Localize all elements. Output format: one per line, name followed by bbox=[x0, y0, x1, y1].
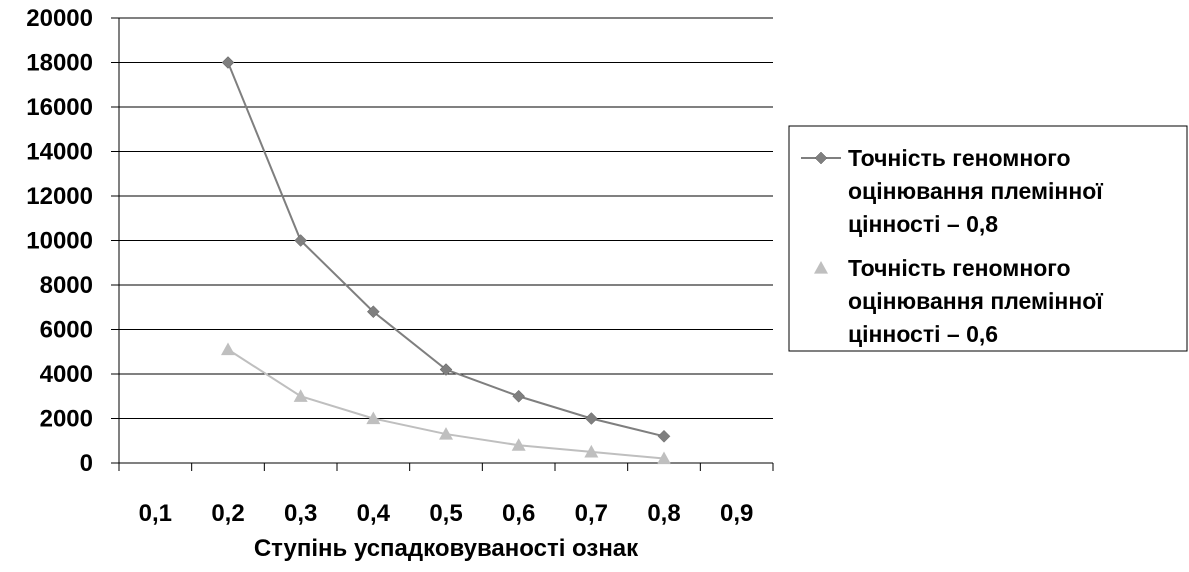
data-point bbox=[439, 427, 453, 440]
y-axis-tick-labels: 0 2000 4000 6000 8000 10000 12000 14000 16000 180… bbox=[26, 5, 93, 477]
y-tick-label: 20000 bbox=[26, 5, 93, 32]
x-tick-label: 0,6 bbox=[502, 500, 535, 527]
data-point bbox=[439, 363, 453, 376]
y-tick-label: 10000 bbox=[26, 228, 93, 255]
legend-label: цінності – 0,6 bbox=[848, 321, 998, 347]
y-tick-label: 4000 bbox=[40, 361, 93, 388]
series-group bbox=[221, 56, 671, 465]
data-point bbox=[294, 234, 308, 247]
data-point bbox=[657, 451, 671, 465]
legend-entry-1: Точність геномного оцінювання племінної ці… bbox=[801, 145, 1103, 237]
gridlines bbox=[119, 17, 773, 419]
x-tick-label: 0,3 bbox=[284, 500, 317, 527]
x-tick-label: 0,9 bbox=[720, 500, 753, 527]
y-tick-label: 0 bbox=[80, 450, 93, 477]
data-point bbox=[221, 56, 235, 69]
x-tick-label: 0,2 bbox=[211, 500, 244, 527]
legend-diamond-marker bbox=[814, 151, 828, 165]
series-line bbox=[227, 62, 665, 438]
data-point bbox=[584, 412, 598, 425]
data-point bbox=[512, 389, 526, 403]
legend-label: оцінювання племінної bbox=[848, 178, 1103, 204]
data-point bbox=[584, 444, 599, 458]
legend-label: Точність геномного bbox=[848, 145, 1071, 171]
legend-label: Точність геномного bbox=[848, 255, 1071, 281]
x-tick-label: 0,5 bbox=[429, 500, 462, 527]
x-tick-label: 0,1 bbox=[139, 500, 172, 527]
legend-entry-2: Точність геномного оцінювання племінної ці… bbox=[814, 255, 1103, 347]
data-point bbox=[657, 429, 671, 443]
data-point bbox=[511, 438, 526, 451]
legend: Точність геномного оцінювання племінної ці… bbox=[788, 125, 1188, 352]
data-point bbox=[221, 342, 235, 356]
legend-label: цінності – 0,8 bbox=[848, 211, 998, 237]
x-axis-tick-labels: 0,1 0,2 0,3 0,4 0,5 0,6 0,7 0,8 0,9 bbox=[139, 500, 754, 527]
y-tick-label: 2000 bbox=[40, 406, 93, 433]
data-point bbox=[366, 305, 380, 319]
x-tick-label: 0,8 bbox=[647, 500, 680, 527]
y-tick-label: 6000 bbox=[40, 317, 93, 344]
x-tick-label: 0,4 bbox=[357, 500, 391, 527]
x-axis-title: Ступінь успадковуваності ознак bbox=[254, 535, 639, 562]
legend-box bbox=[788, 125, 1188, 352]
legend-label: оцінювання племінної bbox=[848, 288, 1103, 314]
y-tick-label: 12000 bbox=[26, 183, 93, 210]
y-tick-label: 16000 bbox=[26, 94, 93, 121]
legend-triangle-marker bbox=[814, 261, 828, 274]
y-tick-label: 18000 bbox=[26, 50, 93, 77]
series-2 bbox=[221, 342, 671, 465]
data-point bbox=[293, 389, 308, 402]
x-tick-label: 0,7 bbox=[575, 500, 608, 527]
y-tick-label: 14000 bbox=[26, 139, 93, 166]
data-point bbox=[366, 411, 381, 425]
series-1 bbox=[221, 56, 671, 443]
axes bbox=[111, 17, 774, 471]
y-tick-label: 8000 bbox=[40, 272, 93, 299]
